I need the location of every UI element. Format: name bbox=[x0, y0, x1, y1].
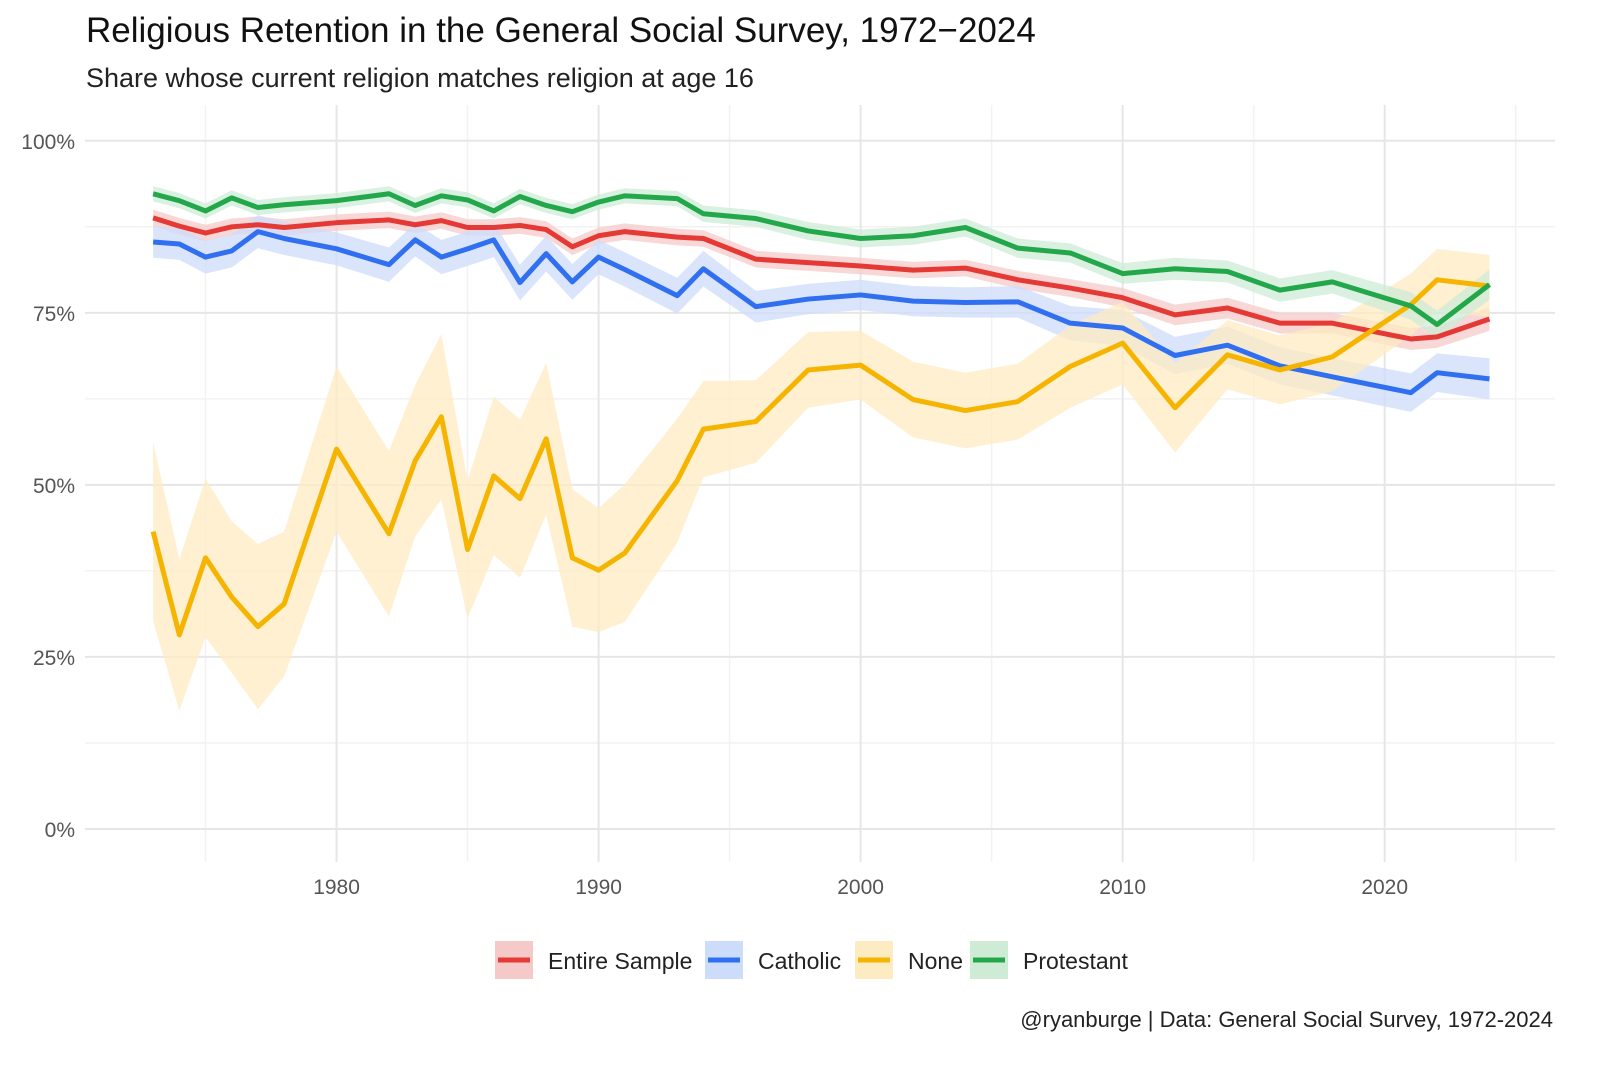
confidence-band-entire-sample bbox=[153, 209, 1490, 350]
series-line-protestant bbox=[152, 191, 1492, 328]
x-axis: 1980 1990 2000 2010 2020 bbox=[313, 876, 1408, 899]
legend-label: Entire Sample bbox=[548, 948, 692, 974]
y-tick-label: 100% bbox=[21, 131, 75, 154]
legend-item: Catholic bbox=[705, 941, 841, 979]
series-line-entire-sample bbox=[152, 215, 1491, 342]
chart-title: Religious Retention in the General Socia… bbox=[86, 11, 1036, 50]
confidence-bands bbox=[153, 186, 1490, 711]
legend-label: Protestant bbox=[1023, 948, 1128, 974]
y-tick-label: 25% bbox=[33, 647, 75, 670]
series-line-none bbox=[150, 277, 1490, 638]
series-lines bbox=[150, 191, 1492, 638]
legend-item: None bbox=[855, 941, 963, 979]
y-axis: 0% 25% 50% 75% 100% bbox=[21, 131, 75, 842]
y-tick-label: 50% bbox=[33, 475, 75, 498]
x-tick-label: 2020 bbox=[1361, 876, 1408, 899]
x-tick-label: 1990 bbox=[575, 876, 622, 899]
confidence-band-none bbox=[153, 248, 1490, 711]
confidence-band-protestant bbox=[153, 186, 1490, 339]
x-tick-label: 1980 bbox=[313, 876, 360, 899]
legend-label: None bbox=[908, 948, 963, 974]
legend-item: Entire Sample bbox=[495, 941, 692, 979]
legend: Entire Sample Catholic None Protestant bbox=[495, 941, 1128, 979]
series-line-catholic bbox=[152, 229, 1490, 396]
y-tick-label: 75% bbox=[33, 303, 75, 326]
x-tick-label: 2000 bbox=[837, 876, 884, 899]
chart-caption: @ryanburge | Data: General Social Survey… bbox=[1020, 1007, 1553, 1032]
x-tick-label: 2010 bbox=[1099, 876, 1146, 899]
y-tick-label: 0% bbox=[45, 819, 75, 842]
legend-label: Catholic bbox=[758, 948, 841, 974]
chart-subtitle: Share whose current religion matches rel… bbox=[86, 63, 754, 93]
legend-item: Protestant bbox=[970, 941, 1128, 979]
